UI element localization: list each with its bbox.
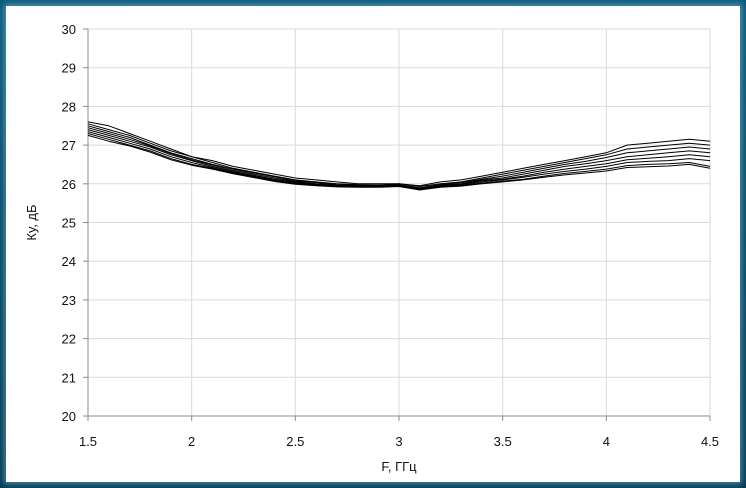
y-tick-label: 23	[62, 293, 76, 308]
y-tick-label: 28	[62, 99, 76, 114]
y-axis-title: Ку, дБ	[24, 204, 39, 240]
y-tick-labels: 20 21 22 23 24 25 26 27 28 29 30	[62, 22, 76, 424]
y-tick-label: 22	[62, 332, 76, 347]
x-tick-label: 4	[603, 434, 610, 449]
x-tick-label: 3.5	[494, 434, 512, 449]
chart-panel: 1.5 2 2.5 3 3.5 4 4.5 20 21 22 23 24 25 26 27 28 29 30 F…	[6, 6, 740, 482]
y-tick-label: 21	[62, 370, 76, 385]
x-tick-labels: 1.5 2 2.5 3 3.5 4 4.5	[79, 434, 719, 449]
x-axis-title: F, ГГц	[381, 459, 417, 474]
axes	[83, 28, 711, 421]
y-tick-label: 24	[62, 254, 76, 269]
y-tick-label: 26	[62, 177, 76, 192]
x-tick-label: 1.5	[79, 434, 97, 449]
series-lines	[87, 121, 711, 191]
x-tick-label: 3	[395, 434, 402, 449]
gridlines	[87, 28, 711, 417]
series-line-8	[87, 134, 711, 191]
line-chart: 1.5 2 2.5 3 3.5 4 4.5 20 21 22 23 24 25 26 27 28 29 30 F…	[24, 22, 719, 474]
x-tick-label: 2.5	[286, 434, 304, 449]
y-tick-label: 29	[62, 61, 76, 76]
y-tick-label: 30	[62, 22, 76, 37]
y-tick-label: 25	[62, 216, 76, 231]
y-tick-label: 27	[62, 138, 76, 153]
series-line-2	[87, 123, 711, 187]
y-tick-label: 20	[62, 409, 76, 424]
x-tick-label: 4.5	[701, 434, 719, 449]
x-tick-label: 2	[188, 434, 195, 449]
